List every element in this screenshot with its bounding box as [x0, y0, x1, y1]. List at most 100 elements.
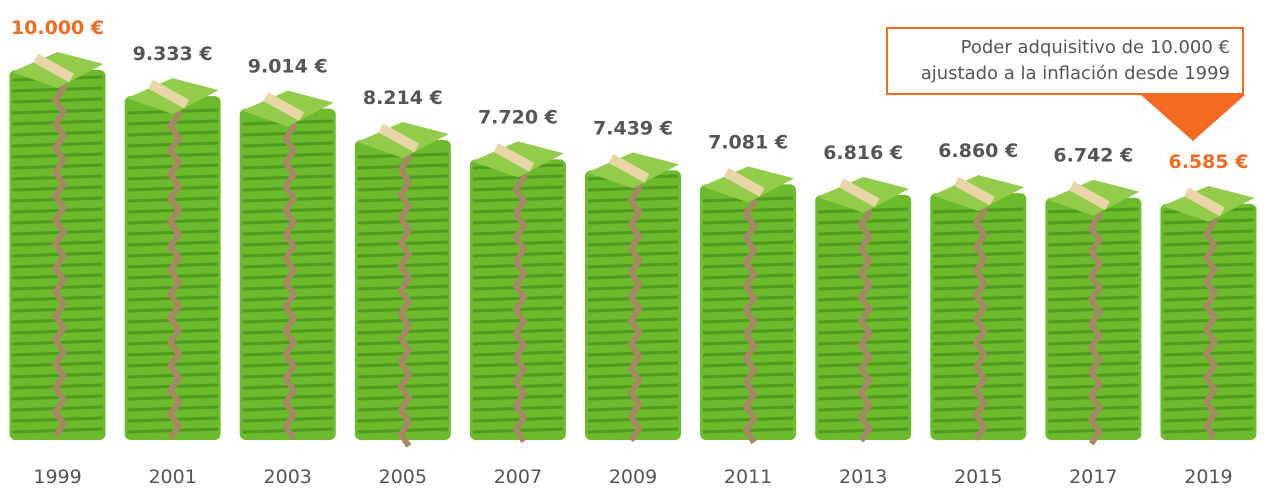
bar-stripe	[1163, 383, 1254, 390]
bar-body	[585, 170, 681, 440]
bar-stripe	[12, 229, 103, 236]
bar-stripe	[127, 207, 218, 214]
bar-stripe	[933, 427, 1024, 434]
bar-stripe	[587, 427, 679, 434]
bar-top-band	[838, 178, 880, 208]
bar-stripe	[587, 328, 679, 335]
bar-2009	[585, 152, 681, 443]
value-label: 7.081 €	[708, 131, 788, 153]
bar-strap	[627, 175, 643, 443]
bar-strap	[512, 164, 528, 444]
value-label: 7.439 €	[593, 117, 673, 139]
x-tick-label: 2015	[954, 466, 1002, 488]
bar-stripe	[1163, 361, 1254, 368]
bar-strap	[1202, 209, 1219, 440]
bar-stripe	[357, 251, 448, 258]
value-label: 6.860 €	[938, 140, 1018, 162]
value-label: 10.000 €	[11, 17, 104, 39]
bar-stripe	[357, 372, 448, 379]
x-tick-label: 2017	[1069, 466, 1117, 488]
bar-2013	[815, 176, 912, 443]
bar-stripe	[933, 350, 1024, 357]
bar-strap	[397, 145, 413, 448]
value-label: 6.816 €	[823, 142, 903, 164]
bar-stripe	[933, 372, 1024, 379]
bar-stripe	[1163, 240, 1254, 247]
bar-stripe	[357, 229, 448, 236]
bar-stripe	[12, 86, 103, 93]
value-label: 6.585 €	[1168, 151, 1248, 173]
x-tick-label: 1999	[33, 466, 81, 488]
bar-2007	[469, 141, 566, 444]
bar-strap	[282, 114, 298, 441]
bar-stripe	[12, 108, 103, 115]
bar-strap	[51, 75, 68, 438]
bar-2019	[1160, 185, 1257, 440]
bar-stripe	[1048, 306, 1139, 313]
bar-stripe	[242, 361, 333, 368]
bar-stripe	[703, 273, 794, 280]
bar-stripe	[127, 229, 218, 236]
bar-stripe	[127, 372, 218, 379]
bar-stripe	[12, 350, 103, 357]
x-tick-label: 2005	[379, 466, 427, 488]
bar-stripe	[933, 328, 1024, 335]
bar-stripe	[587, 350, 679, 357]
bar-stripe	[357, 295, 448, 302]
bar-stripe	[242, 240, 333, 247]
bar-stripe	[472, 196, 563, 203]
bar-stripe	[1048, 262, 1139, 269]
x-tick-label: 2013	[839, 466, 887, 488]
x-tick-label: 2007	[494, 466, 542, 488]
bar-top-band	[1068, 181, 1110, 211]
bar-stripe	[933, 229, 1024, 236]
bar-stripe	[127, 306, 218, 313]
bar-2015	[930, 175, 1027, 441]
bar-stripe	[12, 328, 103, 335]
bar-stripe	[12, 394, 103, 401]
bar-stripe	[127, 185, 218, 192]
bar-stripe	[357, 416, 448, 423]
bar-stripe	[933, 306, 1024, 313]
bar-stripe	[587, 207, 679, 214]
bar-top-band	[263, 92, 305, 122]
bar-top-band	[493, 143, 535, 172]
x-tick-label: 2009	[609, 466, 657, 488]
annotation-line-1: Poder adquisitivo de 10.000 €	[960, 37, 1230, 58]
bar-stripe	[1048, 427, 1139, 434]
bar-2017	[1045, 179, 1142, 446]
bar-stripe	[472, 317, 563, 324]
annotation-arrow	[1141, 95, 1245, 141]
annotation-box: Poder adquisitivo de 10.000 € ajustado a…	[886, 27, 1244, 95]
value-label: 8.214 €	[363, 87, 443, 109]
bar-stripe	[357, 273, 448, 280]
bar-stripe	[472, 416, 563, 423]
annotation-line-2: ajustado a la inflación desde 1999	[920, 63, 1230, 84]
bar-stripe	[1163, 339, 1254, 346]
bar-stripe	[12, 207, 103, 214]
value-label: 9.014 €	[248, 56, 328, 78]
value-label: 9.333 €	[133, 43, 213, 65]
bar-top-band	[953, 176, 995, 206]
bar-stripe	[587, 284, 679, 291]
x-tick-label: 2001	[148, 466, 196, 488]
bar-stripe	[127, 328, 218, 335]
bar-stripe	[242, 317, 333, 324]
x-tick-label: 2019	[1184, 466, 1232, 488]
bar-1999	[9, 52, 106, 440]
bar-top-band	[148, 79, 190, 109]
bar-stripe	[242, 174, 333, 181]
bar-stripe	[12, 273, 103, 280]
bar-top-band	[378, 123, 420, 153]
bar-stripe	[472, 295, 563, 302]
bar-stripe	[1048, 405, 1139, 412]
bar-stripe	[703, 394, 794, 401]
value-label: 7.720 €	[478, 106, 558, 128]
bar-stripe	[242, 339, 333, 346]
bar-top-band	[723, 168, 765, 197]
bar-2003	[239, 90, 336, 441]
bar-2011	[700, 166, 797, 445]
bar-stripe	[703, 295, 794, 302]
